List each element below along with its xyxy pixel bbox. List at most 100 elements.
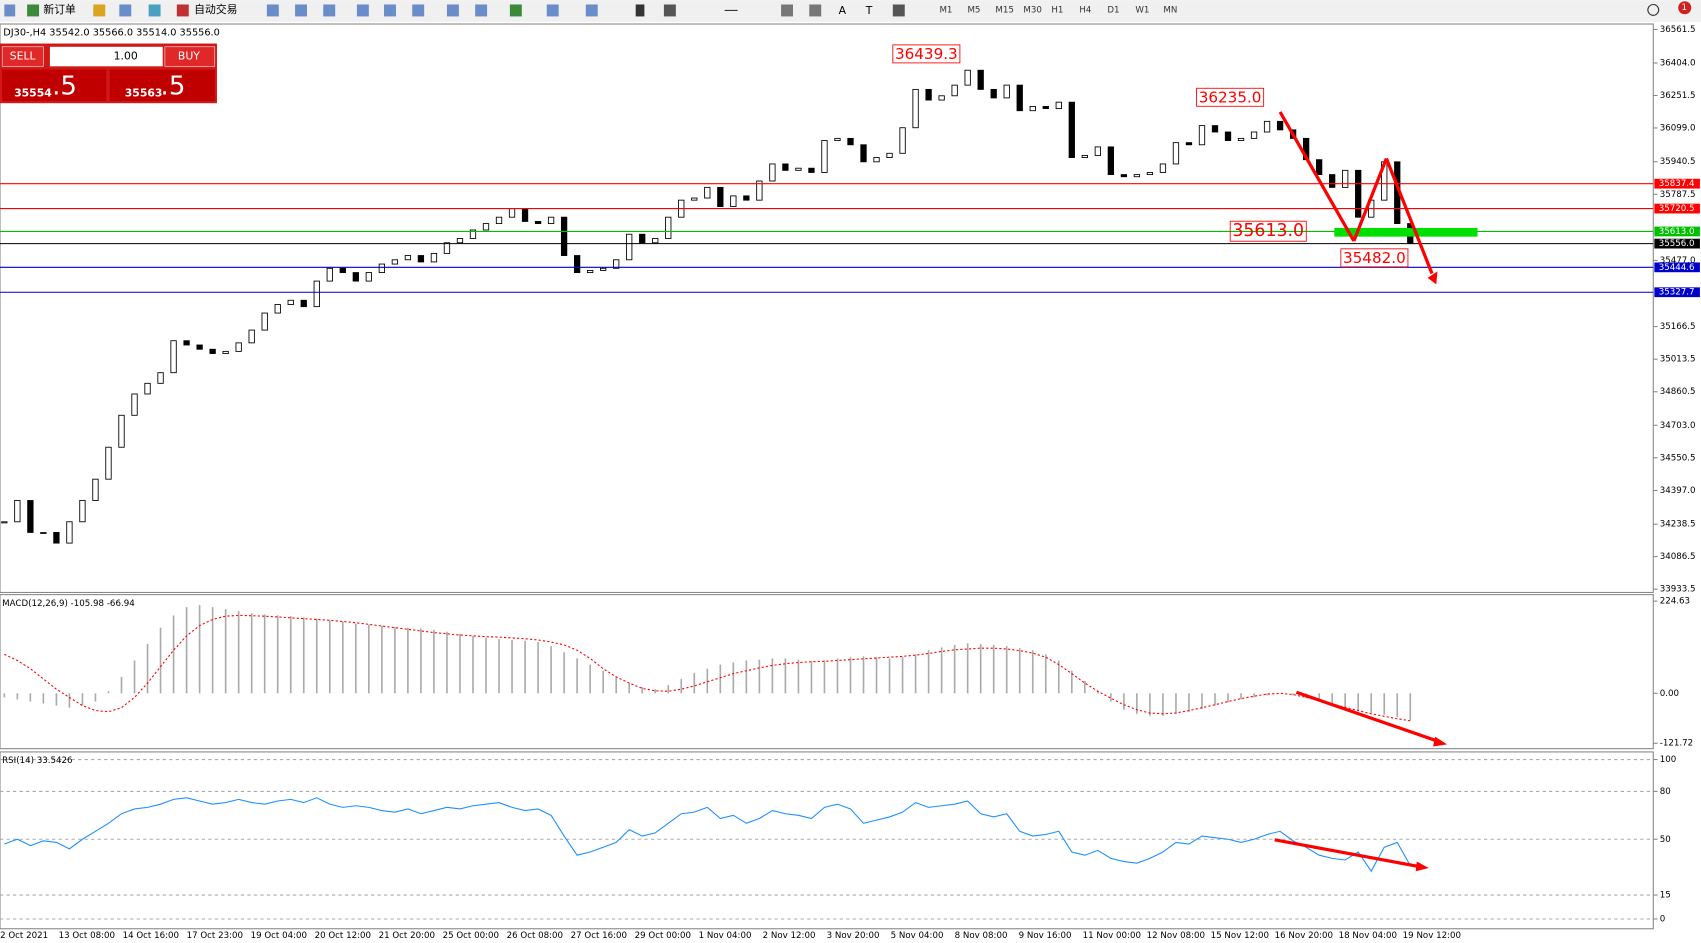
lot-input[interactable]: 1.00: [114, 50, 138, 63]
candle: [40, 532, 47, 534]
candle: [899, 127, 906, 154]
candle: [1003, 84, 1010, 99]
candle: [1198, 125, 1206, 146]
candle: [626, 233, 633, 261]
candle: [508, 208, 516, 218]
price-level-label: 35556.0: [1659, 239, 1695, 249]
candle: [1, 521, 8, 524]
new-order-button[interactable]: 新订单: [43, 2, 76, 16]
rsi-panel: [0, 751, 1654, 930]
candle: [144, 382, 151, 395]
candle: [873, 157, 880, 163]
candle: [1276, 120, 1284, 131]
candle: [1094, 146, 1101, 156]
y-tick-label: 35013.5: [1660, 355, 1696, 365]
candle: [1029, 106, 1036, 112]
main-panel: [0, 23, 1654, 593]
timeframe-button: M15: [995, 5, 1013, 15]
y-tick-label: 35940.5: [1660, 157, 1696, 167]
candle: [964, 69, 971, 86]
candle: [1250, 131, 1258, 139]
candle: [795, 167, 802, 171]
rsi-line: [4, 797, 1411, 873]
candle: [1315, 159, 1323, 176]
candle: [1342, 169, 1349, 188]
x-tick-label: 15 Nov 12:00: [1211, 931, 1269, 941]
timeframe-button: MN: [1163, 5, 1177, 15]
label-tool[interactable]: T: [865, 4, 873, 17]
candle: [170, 340, 177, 374]
y-tick-label: 34703.0: [1660, 421, 1696, 431]
candle: [600, 267, 607, 271]
x-tick-label: 14 Oct 16:00: [123, 931, 179, 941]
annotation-box: [1196, 87, 1265, 107]
x-tick-label: 8 Nov 08:00: [955, 931, 1008, 941]
y-tick-label: 34238.5: [1660, 520, 1696, 530]
toolbar-icons: [4, 1, 1692, 17]
x-tick-label: 19 Nov 12:00: [1403, 931, 1461, 941]
y-tick-label: 100: [1660, 755, 1677, 765]
x-tick-label: 17 Oct 23:00: [187, 931, 243, 941]
candle: [27, 500, 34, 533]
y-tick-label: 34086.5: [1660, 552, 1696, 562]
price-level-label: 35613.0: [1659, 227, 1695, 237]
candle: [1211, 125, 1219, 133]
rsi-label: RSI(14) 33.5426: [2, 756, 72, 766]
candle: [131, 393, 138, 416]
y-tick-label: 80: [1660, 787, 1671, 797]
x-tick-label: 13 Oct 08:00: [59, 931, 115, 941]
x-tick-label: 26 Oct 08:00: [507, 931, 563, 941]
candle: [834, 137, 841, 141]
candle: [209, 348, 216, 354]
symbol-header: DJ30-,H4 35542.0 35566.0 35514.0 35556.0: [3, 28, 220, 39]
auto-trading-button[interactable]: 自动交易: [194, 2, 237, 16]
candle: [1081, 154, 1088, 158]
candle: [105, 446, 112, 480]
x-tick-label: 11 Nov 00:00: [1083, 931, 1141, 941]
annotation-box: [1340, 248, 1409, 268]
candle: [639, 233, 646, 244]
price-level-tag: [1654, 178, 1700, 189]
timeframe-button: H4: [1079, 5, 1092, 15]
candle: [248, 329, 255, 344]
y-tick-label: 35787.5: [1660, 190, 1696, 200]
candle: [860, 144, 867, 163]
y-tick-label: 36404.0: [1660, 58, 1696, 68]
macd-label: MACD(12,26,9) -105.98 -66.94: [2, 599, 135, 609]
candle: [912, 88, 919, 129]
candle: [521, 208, 529, 222]
x-tick-label: 25 Oct 00:00: [443, 931, 499, 941]
buy-button[interactable]: BUY: [178, 50, 200, 63]
y-tick-label: 33933.5: [1660, 585, 1696, 595]
candle: [1185, 142, 1193, 146]
buy-pip: .5: [161, 71, 186, 101]
x-tick-label: 3 Nov 20:00: [827, 931, 880, 941]
toolbar: [0, 0, 1701, 22]
y-tick-label: 36561.5: [1660, 25, 1696, 35]
annotation-box: [1229, 220, 1307, 242]
timeframe-button: M5: [967, 5, 980, 15]
candle: [92, 478, 99, 501]
candle: [157, 372, 164, 384]
candle: [990, 88, 997, 99]
x-tick-label: 16 Nov 20:00: [1275, 931, 1333, 941]
notification-count[interactable]: 1: [1681, 3, 1687, 13]
sell-button[interactable]: SELL: [10, 50, 36, 63]
y-tick-label: 34860.5: [1660, 387, 1696, 397]
candle: [469, 229, 477, 239]
y-tick-label: 50: [1660, 835, 1671, 845]
y-tick-label: 35477.0: [1660, 256, 1696, 266]
candle: [1355, 169, 1362, 218]
candle: [482, 223, 490, 231]
price-annotation: 36439.3: [895, 45, 958, 63]
price-level-tag: [1654, 238, 1700, 249]
candle: [938, 95, 945, 101]
candle: [313, 280, 320, 308]
candle: [1172, 142, 1180, 165]
text-tool[interactable]: A: [839, 4, 847, 17]
price-level-label: 35837.4: [1659, 179, 1695, 189]
candle: [1224, 131, 1232, 141]
candle: [730, 195, 737, 207]
candle: [1107, 146, 1115, 176]
